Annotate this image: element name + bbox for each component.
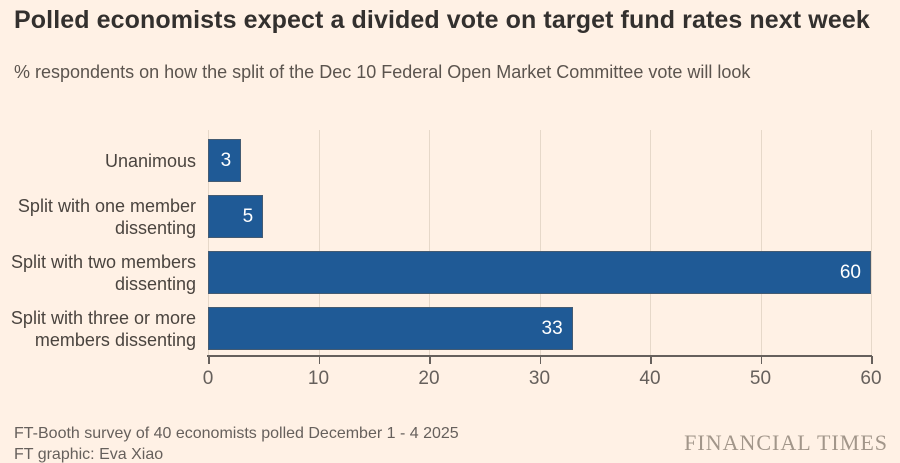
gridline	[650, 130, 651, 355]
category-label: Split with two members dissenting	[10, 251, 196, 294]
bar-value-label: 60	[839, 261, 861, 283]
x-tick-mark	[429, 356, 431, 364]
gridline	[539, 130, 541, 355]
category-label-line: Split with three or more	[10, 307, 196, 328]
gridline	[318, 130, 320, 355]
x-tick-label: 40	[639, 368, 661, 389]
credit-note: FT graphic: Eva Xiao	[14, 446, 164, 463]
category-label-line: Unanimous	[104, 150, 196, 171]
bar-value-label: 5	[242, 205, 254, 227]
x-tick-mark	[650, 356, 652, 364]
bar-value-label: 3	[220, 149, 232, 171]
gridline	[871, 130, 872, 355]
category-label: Split with one member dissenting	[10, 195, 196, 238]
bar: 3	[208, 139, 242, 182]
x-tick-label: 0	[202, 368, 214, 389]
category-label-line: dissenting	[114, 273, 196, 294]
category-label: Split with three or more members dissenti…	[10, 307, 196, 350]
financial-times-logo: FINANCIAL TIMES	[684, 430, 888, 455]
gridline	[429, 130, 430, 355]
bar: 33	[208, 307, 573, 350]
bar-chart-plot: 3 5 60 33 0 10 20 30 40 50 60	[203, 130, 882, 389]
chart-title: Polled economists expect a divided vote …	[14, 6, 870, 34]
gridline	[208, 130, 209, 355]
category-label-line: Split with two members	[10, 251, 196, 272]
x-tick-label: 20	[418, 368, 440, 389]
x-tick-mark	[318, 356, 320, 364]
x-tick-mark	[539, 356, 541, 364]
category-axis: Unanimous Split with one member dissenting…	[10, 130, 196, 355]
x-tick-mark	[208, 356, 210, 364]
x-tick-label: 50	[749, 368, 772, 389]
bar: 5	[208, 195, 264, 238]
category-label-line: members dissenting	[34, 329, 196, 350]
x-tick-label: 60	[860, 368, 882, 389]
x-tick-label: 30	[528, 368, 551, 389]
category-label-line: dissenting	[114, 217, 196, 238]
x-tick-mark	[871, 356, 873, 364]
bar: 60	[208, 251, 871, 294]
bar-value-label: 33	[541, 317, 563, 339]
x-tick-label: 10	[307, 368, 330, 389]
gridline	[760, 130, 762, 355]
source-note: FT-Booth survey of 40 economists polled …	[14, 425, 459, 442]
x-tick-mark	[760, 356, 762, 364]
category-label-line: Split with one member	[17, 195, 196, 216]
chart-subtitle: % respondents on how the split of the De…	[14, 62, 751, 82]
category-label: Unanimous	[10, 139, 196, 182]
